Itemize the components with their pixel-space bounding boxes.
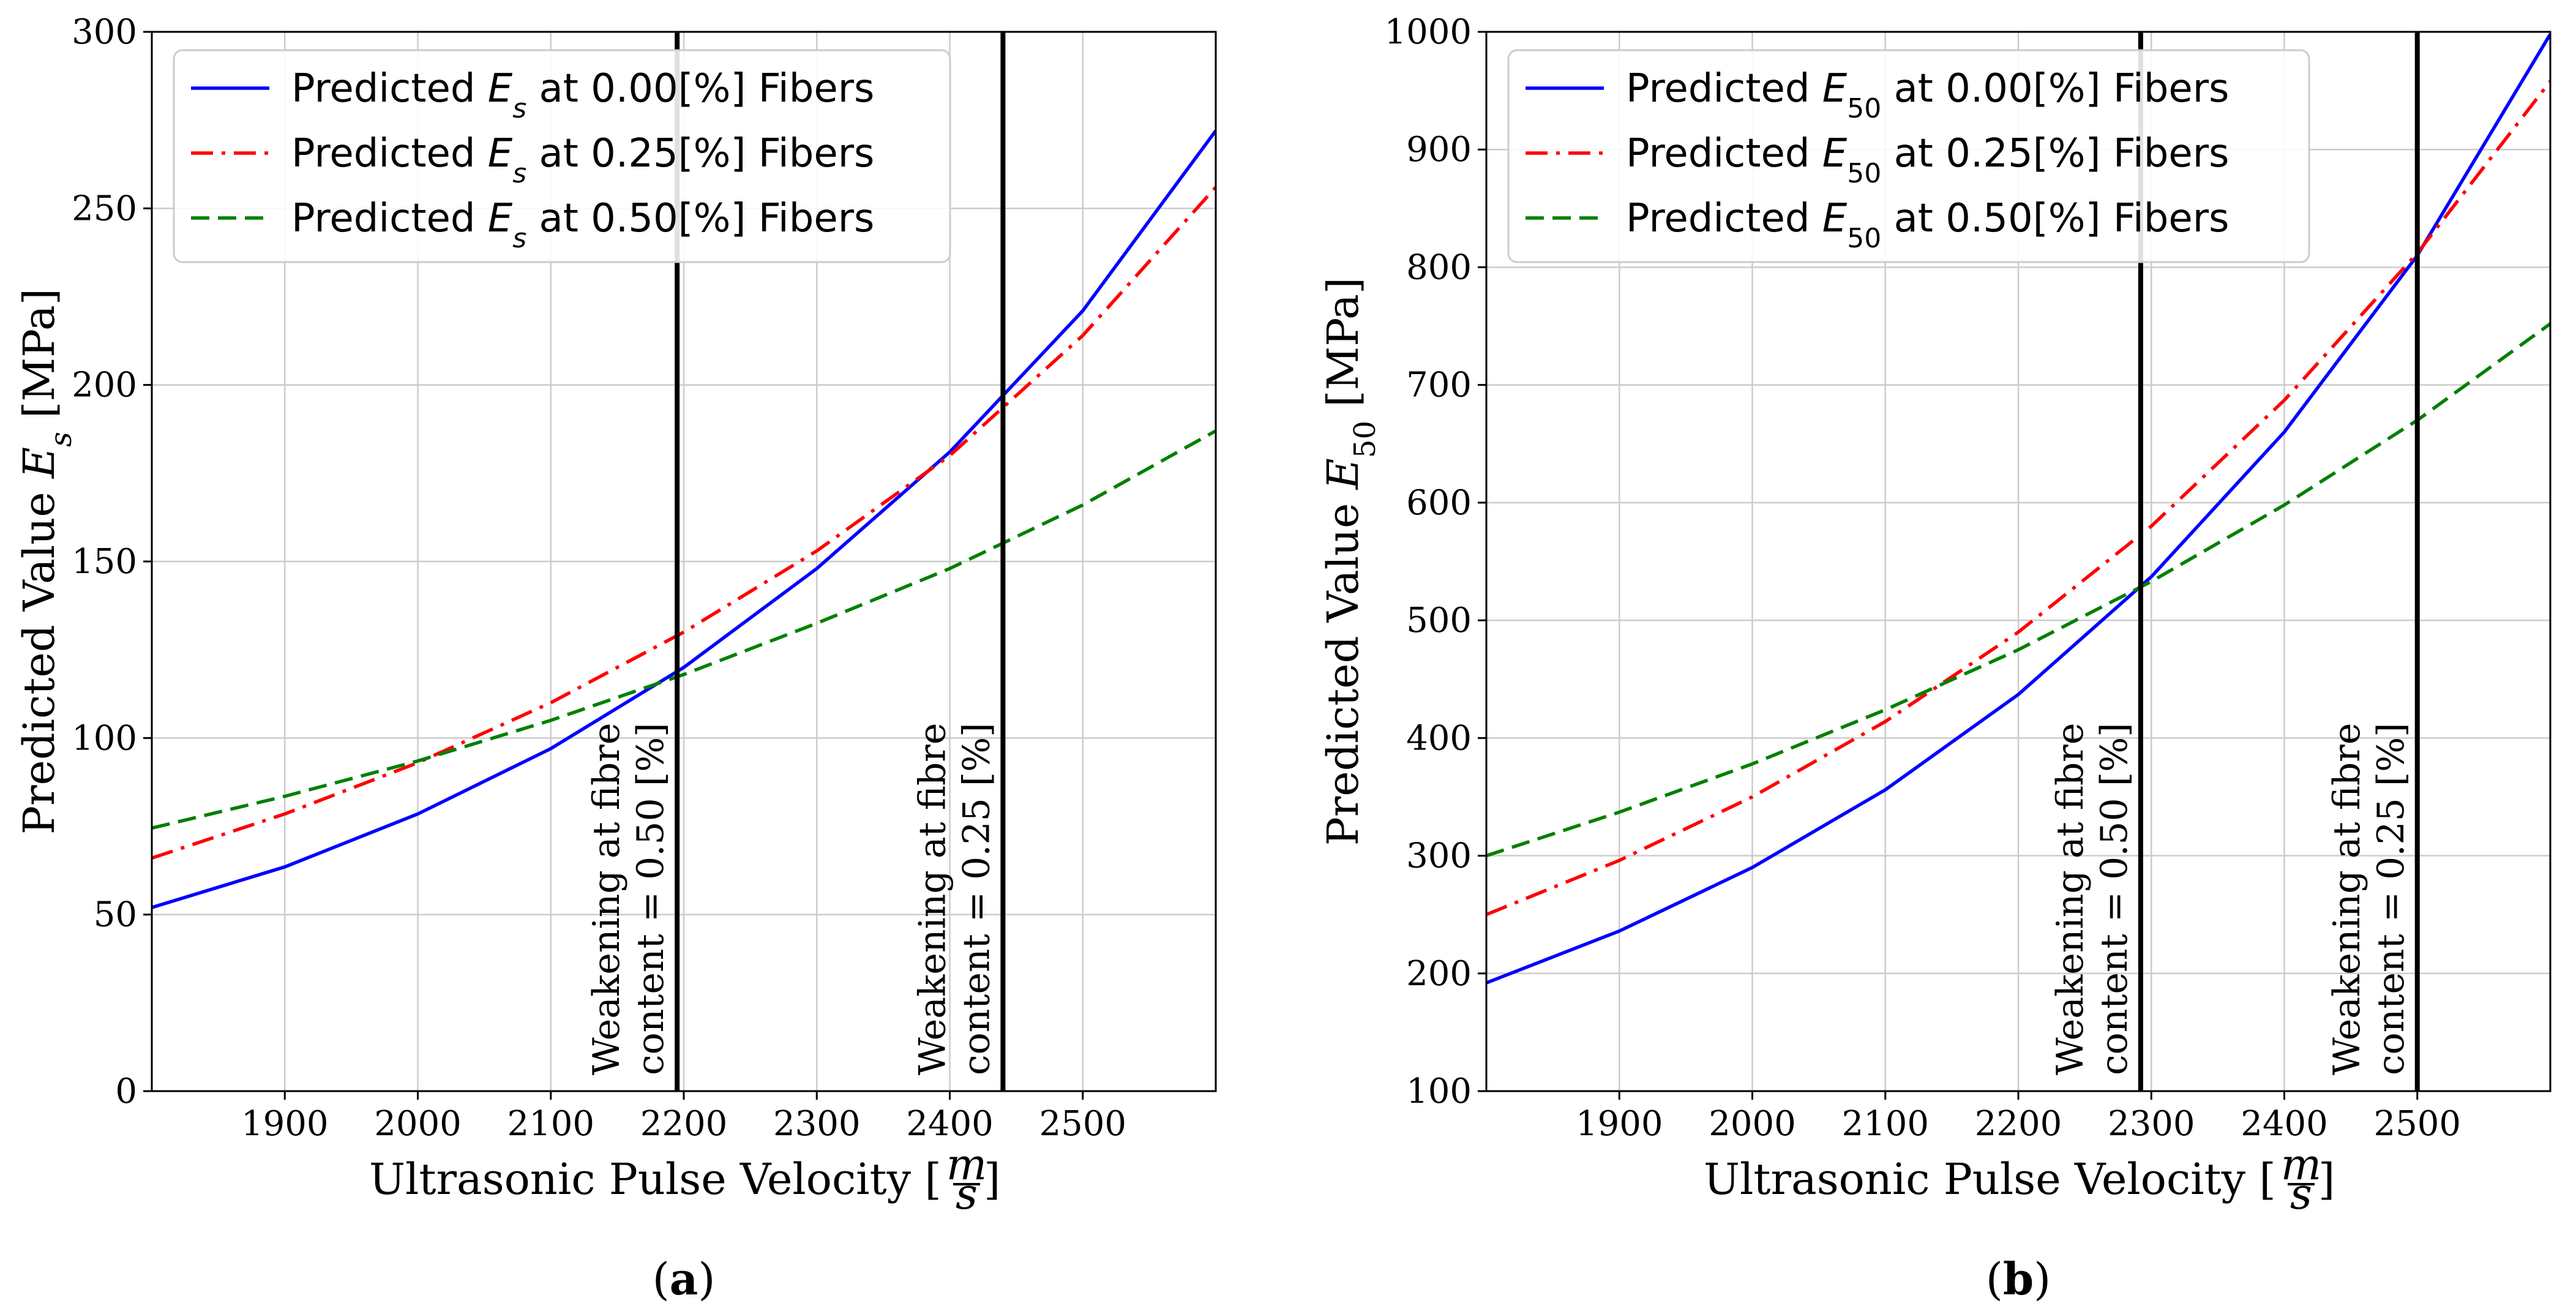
y-axis-label: Predicted Value E50 [MPa] <box>1318 277 1382 846</box>
x-axis-label: Ultrasonic Pulse Velocity [ms] <box>1704 1139 2335 1219</box>
legend-entry-label: Predicted E50 at 0.00[%] Fibers <box>1626 66 2229 124</box>
panel-label: (b) <box>1986 1253 2051 1305</box>
legend-entry-label: Predicted Es at 0.25[%] Fibers <box>291 131 874 189</box>
y-tick-label: 1000 <box>1384 12 1472 52</box>
legend-entry-label: Predicted E50 at 0.25[%] Fibers <box>1626 131 2229 189</box>
x-tick-label: 2100 <box>507 1104 594 1144</box>
x-tick-label: 2400 <box>2241 1104 2328 1144</box>
svg-text:s: s <box>2290 1169 2312 1219</box>
series-line-solid <box>152 129 1216 909</box>
x-tick-label: 2200 <box>640 1104 728 1144</box>
y-axis-label: Predicted Value Es [MPa] <box>14 288 78 835</box>
x-tick-label: 2000 <box>374 1104 462 1144</box>
legend-entry-label: Predicted E50 at 0.50[%] Fibers <box>1626 196 2229 254</box>
x-tick-label: 2400 <box>906 1104 994 1144</box>
x-tick-label: 2000 <box>1709 1104 1796 1144</box>
y-tick-label: 200 <box>1406 954 1472 994</box>
legend-box <box>1507 49 2310 263</box>
series-line-dashdot <box>1486 80 2550 917</box>
y-tick-label: 100 <box>72 718 137 758</box>
y-tick-label: 100 <box>1406 1072 1472 1111</box>
series-line-solid <box>1486 33 2550 985</box>
y-tick-label: 300 <box>72 12 137 52</box>
y-tick-label: 0 <box>115 1072 137 1111</box>
chart-panel-a: 1900 2000 2100 2200 2300 2400 2500 0 50 100 150 200… <box>14 12 1217 1305</box>
y-tick-label: 250 <box>72 189 137 228</box>
y-tick-label: 700 <box>1406 366 1472 405</box>
threshold-annotation-line2: content = 0.25 [%] <box>2370 723 2413 1075</box>
threshold-annotation-line2: content = 0.25 [%] <box>955 723 998 1075</box>
svg-text:m: m <box>2281 1139 2321 1190</box>
chart-panel-b: 1900 2000 2100 2200 2300 2400 2500 100 200 300 400… <box>1318 12 2552 1305</box>
legend: Predicted Es at 0.00[%] Fibers Predicted … <box>173 49 951 263</box>
series-line-dashed <box>152 429 1216 830</box>
y-tick-label: 800 <box>1406 247 1472 287</box>
series-line-dashed <box>1486 322 2550 858</box>
svg-text:Ultrasonic Pulse Velocity [: Ultrasonic Pulse Velocity [ <box>1704 1154 2276 1204</box>
x-tick-label: 2500 <box>1039 1104 1126 1144</box>
legend: Predicted E50 at 0.00[%] Fibers Predicted… <box>1507 49 2310 263</box>
x-tick-label: 2200 <box>1975 1104 2062 1144</box>
threshold-annotation-line2: content = 0.50 [%] <box>629 723 672 1075</box>
plot-frame <box>151 31 1217 1092</box>
svg-text:Ultrasonic Pulse Velocity [: Ultrasonic Pulse Velocity [ <box>369 1154 942 1204</box>
svg-text:s: s <box>956 1169 978 1219</box>
svg-text:m: m <box>946 1139 987 1190</box>
legend-entry-label: Predicted Es at 0.50[%] Fibers <box>291 196 874 254</box>
panel-label: (a) <box>653 1253 716 1305</box>
x-tick-label: 2500 <box>2373 1104 2461 1144</box>
y-tick-label: 600 <box>1406 483 1472 523</box>
x-tick-label: 2300 <box>2108 1104 2195 1144</box>
svg-text:]: ] <box>2318 1154 2335 1204</box>
x-axis-label: Ultrasonic Pulse Velocity [ms] <box>369 1139 1000 1219</box>
y-tick-label: 50 <box>94 895 137 935</box>
y-tick-label: 900 <box>1406 130 1472 170</box>
legend-box <box>173 49 951 263</box>
threshold-annotation-line2: content = 0.50 [%] <box>2093 723 2136 1075</box>
y-tick-label: 400 <box>1406 718 1472 758</box>
series-line-dashdot <box>152 186 1216 860</box>
y-tick-label: 150 <box>72 542 137 582</box>
x-tick-label: 1900 <box>241 1104 329 1144</box>
threshold-annotation-line1: Weakening at fibre <box>2049 723 2092 1075</box>
y-tick-label: 200 <box>72 366 137 405</box>
y-tick-label: 300 <box>1406 836 1472 876</box>
threshold-annotation-line1: Weakening at fibre <box>911 723 954 1075</box>
x-tick-label: 2100 <box>1841 1104 1929 1144</box>
svg-text:]: ] <box>984 1154 1000 1204</box>
x-tick-label: 2300 <box>773 1104 861 1144</box>
threshold-annotation-line1: Weakening at fibre <box>2326 723 2368 1075</box>
x-tick-label: 1900 <box>1576 1104 1663 1144</box>
plot-frame <box>1485 31 2552 1092</box>
threshold-annotation-line1: Weakening at fibre <box>585 723 628 1075</box>
legend-entry-label: Predicted Es at 0.00[%] Fibers <box>291 66 874 124</box>
y-tick-label: 500 <box>1406 601 1472 640</box>
